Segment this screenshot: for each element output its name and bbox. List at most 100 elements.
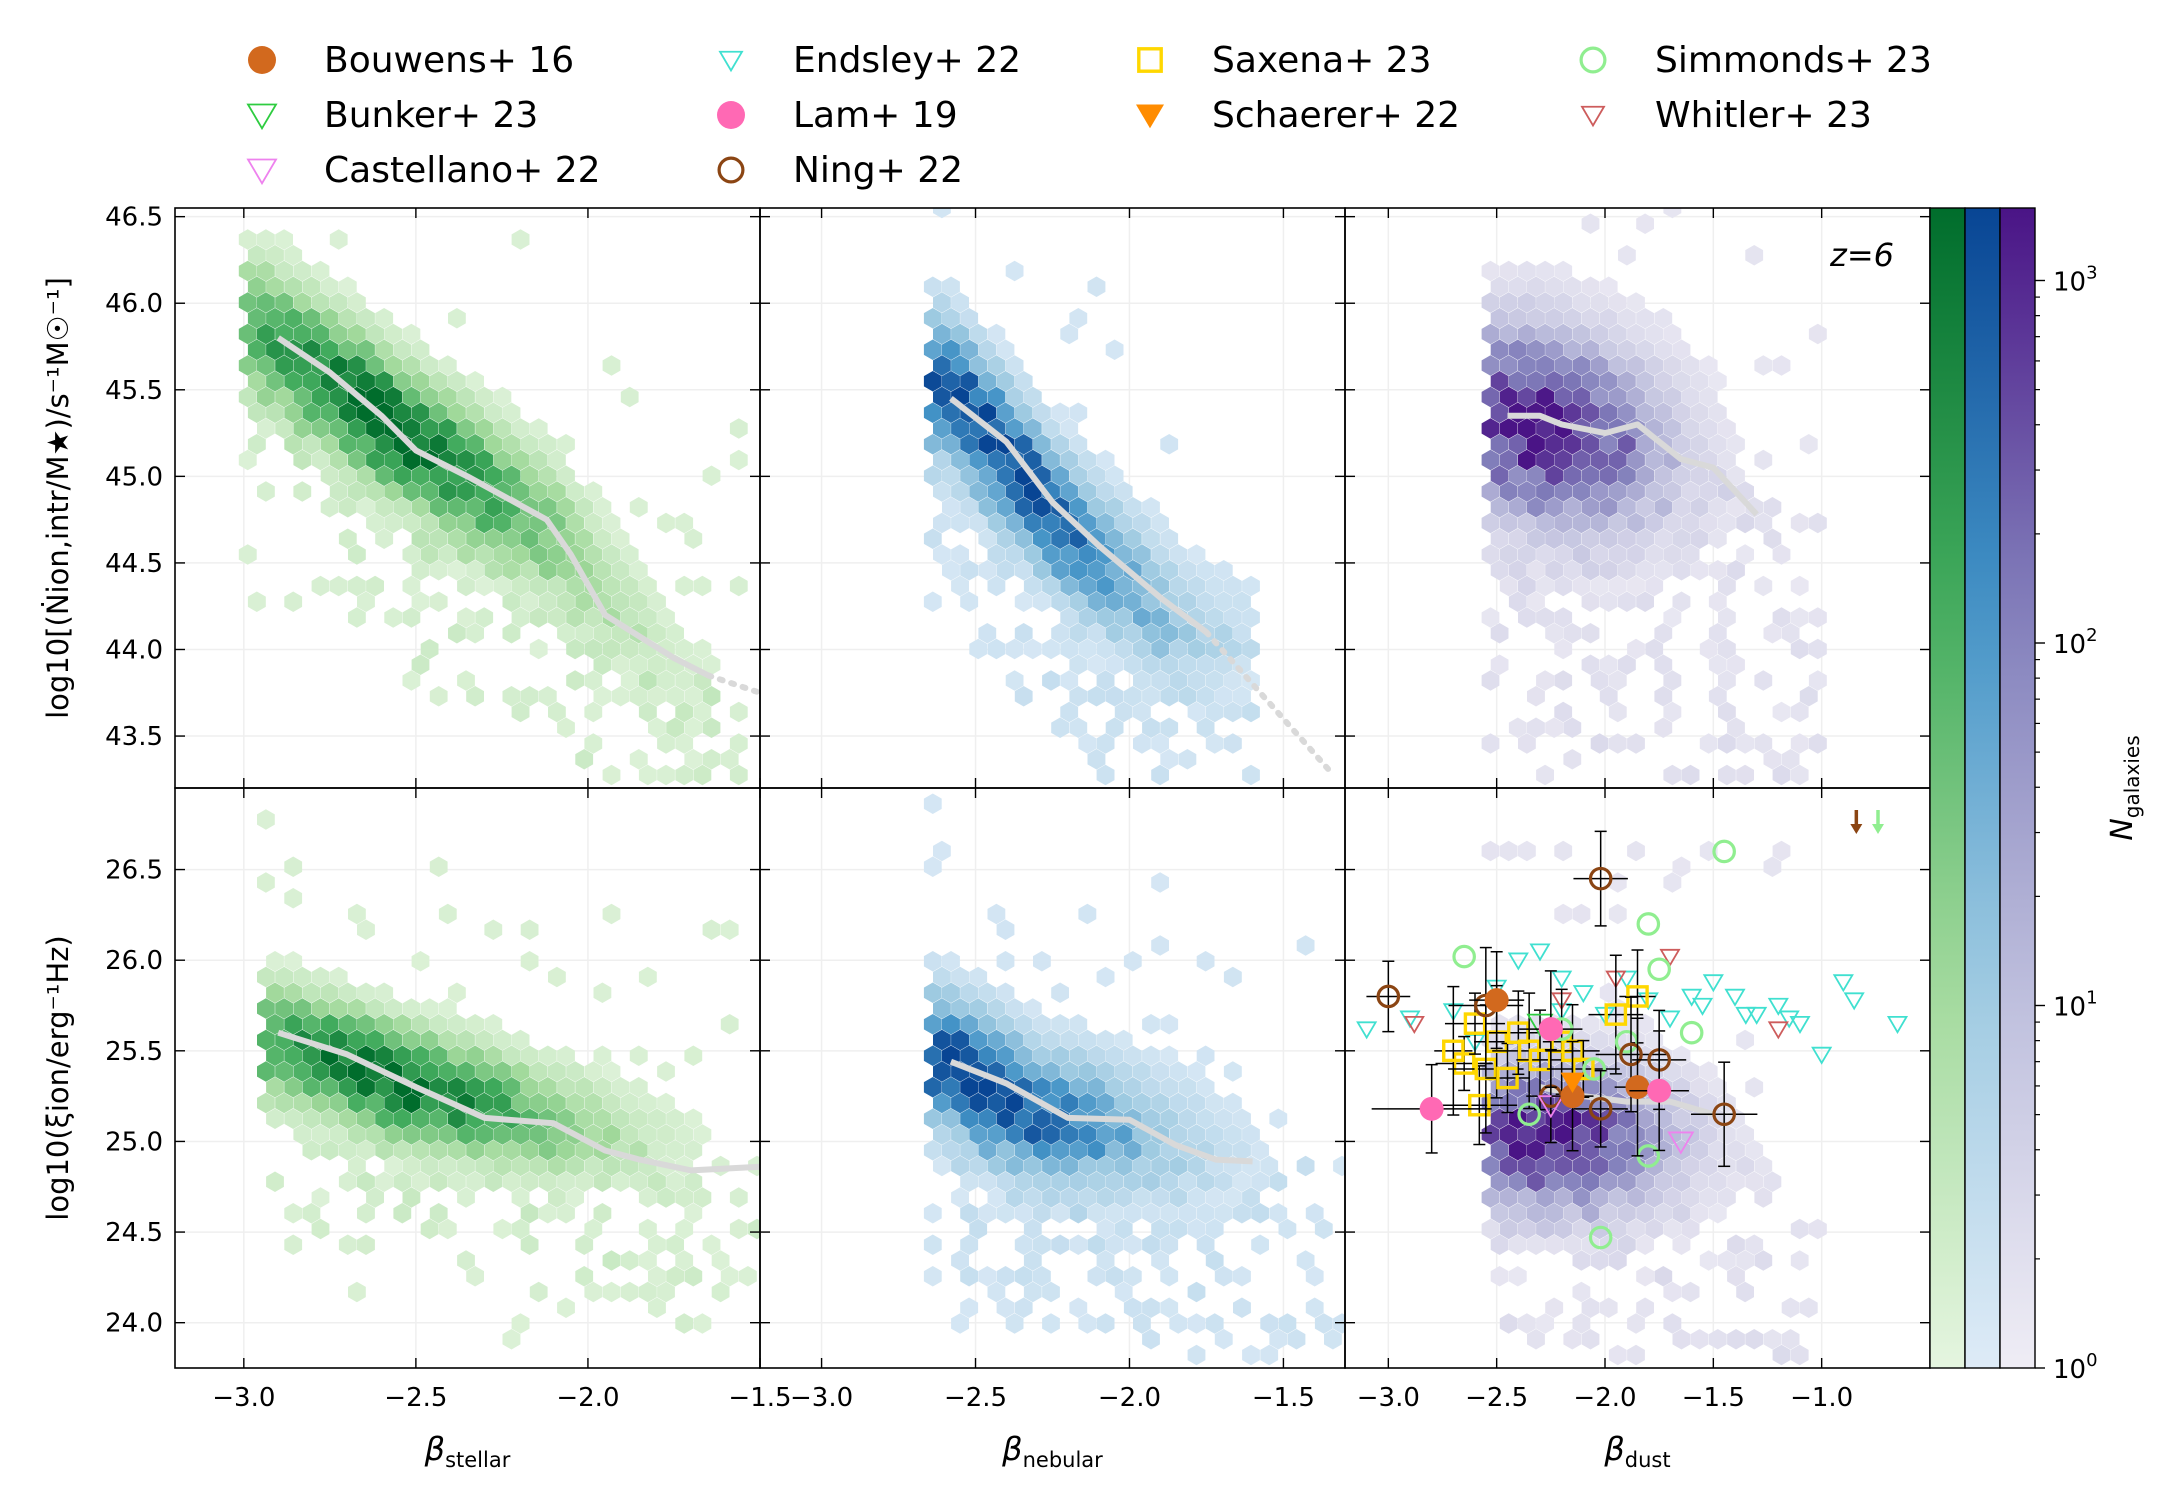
hexbin-cell xyxy=(357,497,375,518)
x-tick-label: −3.0 xyxy=(1357,1383,1420,1413)
hexbin-cell xyxy=(1205,575,1224,597)
hexbin-cell xyxy=(602,1155,621,1177)
hexbin-cell xyxy=(284,434,303,455)
hexbin-cell xyxy=(1142,1234,1160,1255)
hexbin-cell xyxy=(1563,402,1582,423)
hexbin-cell xyxy=(1545,717,1564,738)
hexbin-cell xyxy=(1069,1014,1088,1035)
hexbin-cell xyxy=(1681,1061,1700,1082)
hexbin-cell xyxy=(602,1250,621,1271)
hexbin-cell xyxy=(393,497,412,518)
hexbin-cell xyxy=(402,670,421,691)
hexbin-cell xyxy=(629,1171,648,1192)
hexbin-cell xyxy=(338,339,357,360)
hexbin-cell xyxy=(1490,465,1509,486)
hexbin-cell xyxy=(1672,528,1691,549)
hexbin-cell xyxy=(1727,1234,1745,1255)
hexbin-cell xyxy=(1105,1266,1124,1287)
hexbin-cell xyxy=(538,686,557,707)
hexbin-cell xyxy=(1169,1092,1188,1114)
hexbin-cell xyxy=(1123,654,1142,675)
hexbin-cell xyxy=(1133,512,1151,534)
hexbin-cell xyxy=(329,229,348,250)
hexbin-cell xyxy=(593,982,612,1003)
hexbin-cell xyxy=(1718,670,1736,691)
hexbin-cell xyxy=(411,654,430,675)
data-point xyxy=(1625,1075,1650,1100)
upper-limit-arrowhead xyxy=(1872,824,1884,834)
hexbin-cell xyxy=(1518,481,1536,502)
hexbin-cell xyxy=(529,1124,548,1145)
hexbin-cell xyxy=(1518,1155,1536,1177)
y-tick-label: 46.0 xyxy=(105,289,163,319)
hexbin-cell xyxy=(1051,591,1069,612)
hexbin-cell xyxy=(978,1203,997,1224)
hexbin-cell xyxy=(384,1124,403,1145)
hexbin-cell xyxy=(266,951,284,972)
hexbin-cell xyxy=(393,371,412,392)
hexbin-cell xyxy=(1772,764,1791,786)
hexbin-cell xyxy=(1618,654,1636,675)
hexbin-cell xyxy=(1042,638,1060,660)
hexbin-cell xyxy=(960,1266,979,1287)
hexbin-cell xyxy=(466,528,484,549)
hexbin-cell xyxy=(923,951,942,972)
hexbin-cell xyxy=(566,670,584,691)
hexbin-cell xyxy=(1269,1203,1288,1224)
hexbin-cell xyxy=(284,856,303,877)
hexbin-cell xyxy=(538,528,557,549)
hexbin-cell xyxy=(1087,1203,1106,1224)
hexbin-cell xyxy=(1645,1218,1664,1240)
hexbin-cell xyxy=(1527,528,1545,549)
hexbin-cell xyxy=(1481,355,1500,376)
hexbin-cell xyxy=(1536,323,1554,345)
hexbin-cell xyxy=(357,1140,375,1161)
hexbin-cell xyxy=(1718,1250,1736,1271)
hexbin-cell xyxy=(584,1281,603,1303)
hexbin-cell xyxy=(484,560,503,581)
hexbin-cell xyxy=(429,1014,448,1035)
hexbin-cell xyxy=(987,449,1006,471)
hexbin-cell xyxy=(1499,1061,1518,1082)
hexbin-cell xyxy=(1581,1297,1600,1318)
hexbin-cell xyxy=(502,623,521,644)
hexbin-cell xyxy=(933,481,951,502)
hexbin-cell xyxy=(1069,465,1088,486)
hexbin-cell xyxy=(1727,434,1745,455)
hexbin-cell xyxy=(1214,1171,1233,1192)
hexbin-cell xyxy=(1654,1266,1673,1287)
hexbin-cell xyxy=(375,371,394,392)
hexbin-cell xyxy=(978,1266,997,1287)
hexbin-cell xyxy=(666,1171,684,1192)
hexbin-cell xyxy=(1196,1171,1215,1192)
hexbin-cell xyxy=(1160,1297,1179,1318)
hexbin-cell xyxy=(978,339,997,360)
hexbin-cell xyxy=(1160,1108,1179,1129)
hexbin-cell xyxy=(1708,623,1727,644)
hexbin-cell xyxy=(1233,1297,1251,1318)
hexbin-cell xyxy=(1142,1108,1160,1129)
hexbin-cell xyxy=(1042,575,1060,597)
hexbin-cell xyxy=(266,1171,284,1192)
hexbin-cell xyxy=(475,418,494,439)
hexbin-cell xyxy=(1772,544,1791,565)
hexbin-cell xyxy=(1599,497,1618,518)
hexbin-cell xyxy=(1663,872,1682,893)
hexbin-cell xyxy=(1033,434,1051,455)
hexbin-cell xyxy=(987,903,1006,925)
hexbin-cell xyxy=(1314,1218,1333,1240)
hexbin-cell xyxy=(1196,591,1215,612)
hexbin-cell xyxy=(1618,497,1636,518)
hexbin-cell xyxy=(366,418,384,439)
hexbin-cell xyxy=(311,1218,330,1240)
hexbin-cell xyxy=(329,1061,348,1082)
hexbin-cell xyxy=(1114,1124,1133,1145)
hexbin-cell xyxy=(1205,1124,1224,1145)
hexbin-cell xyxy=(1672,1108,1691,1129)
hexbin-cell xyxy=(475,1061,494,1082)
hexbin-cell xyxy=(1314,1313,1333,1334)
hexbin-cell xyxy=(1123,1171,1142,1192)
hexbin-cell xyxy=(969,481,988,502)
hexbin-cell xyxy=(402,1155,421,1177)
hexbin-cell xyxy=(1636,1171,1654,1192)
